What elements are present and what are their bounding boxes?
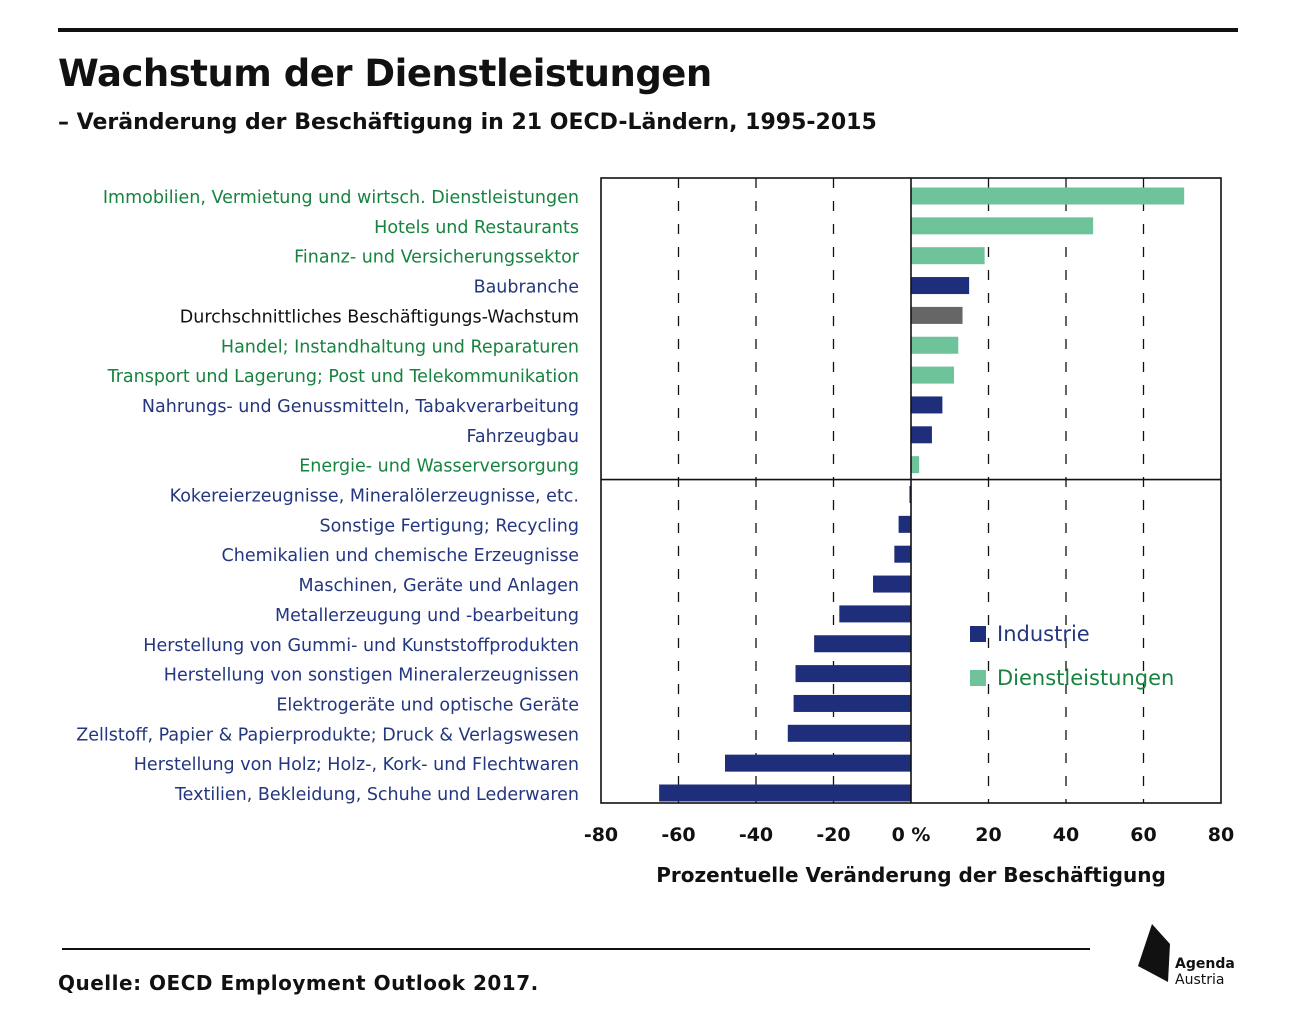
legend-label-dienstleistungen: Dienstleistungen xyxy=(997,666,1174,690)
x-tick-label: 40 xyxy=(1053,824,1079,846)
x-axis-label: Prozentuelle Veränderung der Beschäftigu… xyxy=(656,863,1166,887)
bar xyxy=(911,277,970,295)
category-label: Energie- und Wasserversorgung xyxy=(299,457,579,477)
x-tick-label: 80 xyxy=(1208,824,1234,846)
x-tick-label: 0 % xyxy=(892,824,931,846)
bar xyxy=(725,754,911,772)
bar xyxy=(911,336,959,354)
bar xyxy=(873,575,911,593)
category-label: Nahrungs- und Genussmitteln, Tabakverarb… xyxy=(142,397,579,417)
bar xyxy=(795,665,911,683)
category-label: Textilien, Bekleidung, Schuhe und Lederw… xyxy=(174,785,579,805)
source-note: Quelle: OECD Employment Outlook 2017. xyxy=(58,971,539,995)
top-rule xyxy=(58,28,1238,32)
category-label: Elektrogeräte und optische Geräte xyxy=(276,695,579,715)
category-label: Maschinen, Geräte und Anlagen xyxy=(299,576,580,596)
x-tick-label: -80 xyxy=(584,824,618,846)
bar xyxy=(814,635,911,653)
bar xyxy=(839,605,911,623)
bar xyxy=(911,426,932,444)
bar xyxy=(898,515,911,533)
chart-subtitle: – Veränderung der Beschäftigung in 21 OE… xyxy=(58,110,877,135)
bar xyxy=(911,396,943,414)
bar xyxy=(659,784,911,802)
category-label: Herstellung von Holz; Holz-, Kork- und F… xyxy=(134,755,579,775)
category-label: Sonstige Fertigung; Recycling xyxy=(319,516,579,536)
category-label: Fahrzeugbau xyxy=(466,427,579,447)
x-tick-label: -40 xyxy=(739,824,773,846)
x-tick-label: 20 xyxy=(975,824,1001,846)
logo-text-agenda: Agenda xyxy=(1175,956,1235,972)
category-label: Hotels und Restaurants xyxy=(374,218,579,238)
category-label: Zellstoff, Papier & Papierprodukte; Druc… xyxy=(76,725,579,745)
x-tick-label: -20 xyxy=(816,824,850,846)
bar xyxy=(793,694,911,712)
category-label: Finanz- und Versicherungssektor xyxy=(294,248,580,268)
plot-frame xyxy=(600,177,1222,804)
bar xyxy=(911,366,955,384)
category-label: Immobilien, Vermietung und wirtsch. Dien… xyxy=(103,188,579,208)
x-tick-label: -60 xyxy=(661,824,695,846)
category-label: Durchschnittliches Beschäftigungs-Wachst… xyxy=(180,307,579,327)
bar xyxy=(911,306,963,324)
bottom-rule xyxy=(62,948,1090,950)
category-label: Baubranche xyxy=(474,278,579,298)
logo-text-austria: Austria xyxy=(1175,972,1225,988)
bar xyxy=(911,247,985,265)
category-label: Herstellung von Gummi- und Kunststoffpro… xyxy=(143,636,579,656)
agenda-austria-logo-icon xyxy=(1138,924,1170,982)
bar xyxy=(787,724,911,742)
category-label: Herstellung von sonstigen Mineralerzeugn… xyxy=(164,666,579,686)
chart-title: Wachstum der Dienstleistungen xyxy=(58,52,712,95)
legend-swatch-industrie xyxy=(970,626,986,642)
bar xyxy=(911,217,1094,235)
bar xyxy=(911,456,920,474)
category-label: Handel; Instandhaltung und Reparaturen xyxy=(221,337,579,357)
x-tick-label: 60 xyxy=(1130,824,1156,846)
legend-label-industrie: Industrie xyxy=(997,622,1090,646)
legend-swatch-dienstleistungen xyxy=(970,670,986,686)
bar xyxy=(894,545,911,563)
category-label: Transport und Lagerung; Post und Telekom… xyxy=(107,367,579,387)
bar xyxy=(911,187,1185,205)
category-label: Kokereierzeugnisse, Mineralölerzeugnisse… xyxy=(170,487,579,507)
category-label: Chemikalien und chemische Erzeugnisse xyxy=(222,546,579,566)
category-label: Metallerzeugung und -bearbeitung xyxy=(275,606,579,626)
